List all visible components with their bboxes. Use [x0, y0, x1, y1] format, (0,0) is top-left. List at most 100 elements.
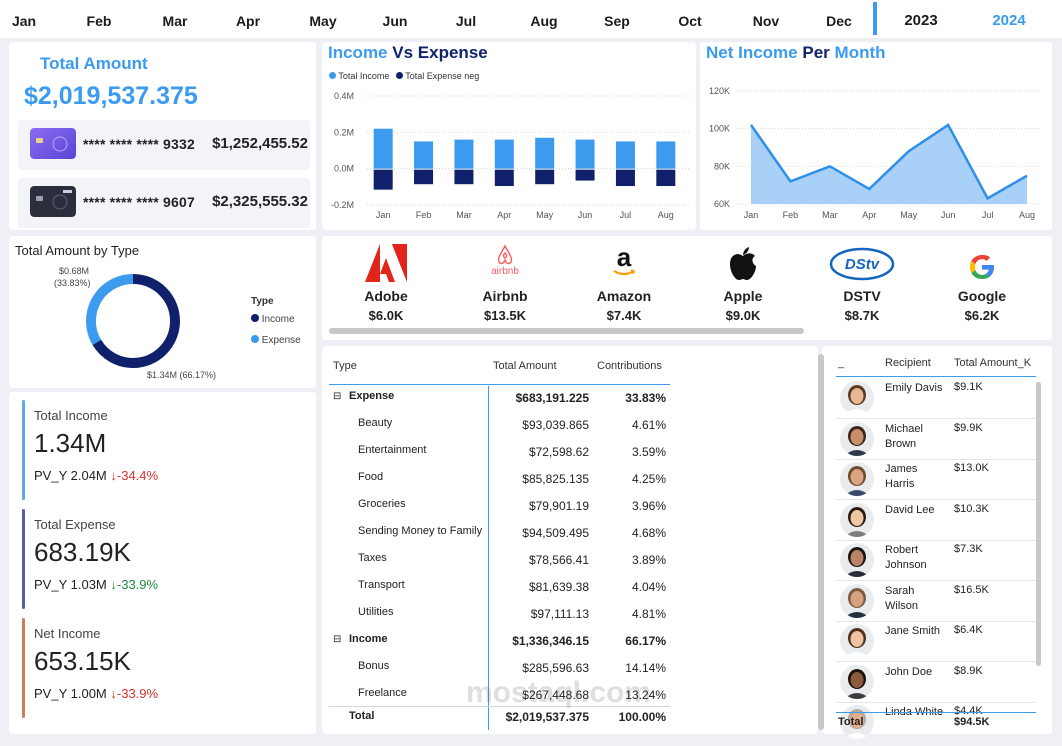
month-dec[interactable]: Dec	[826, 13, 852, 29]
dstv-wordmark: DStv	[845, 256, 881, 273]
recipient-row[interactable]: Sarah Wilson $16.5K	[836, 581, 1036, 621]
donut-label-expense-pct: (33.83%)	[54, 278, 91, 288]
x-tick-label: Aug	[658, 210, 674, 220]
recipient-row[interactable]: Linda White $4.4K	[836, 702, 1036, 742]
category-amount: $285,596.63	[522, 661, 589, 675]
merchants-scrollbar[interactable]	[329, 328, 804, 334]
category-contribution: 3.96%	[631, 499, 666, 513]
expense-bar[interactable]	[454, 169, 474, 185]
col-header-total-amount[interactable]: Total Amount	[493, 360, 557, 372]
column-divider	[488, 386, 489, 730]
income-bar[interactable]	[414, 141, 434, 169]
merchant-amount: $8.7K	[844, 308, 880, 323]
row-divider	[836, 458, 1036, 460]
col-header-recipient[interactable]: Recipient	[885, 357, 931, 369]
recipient-row[interactable]: David Lee $10.3K	[836, 500, 1036, 540]
month-feb[interactable]: Feb	[86, 13, 112, 29]
card-amount: $1,252,455.52	[212, 135, 308, 152]
expense-bar[interactable]	[656, 169, 676, 187]
merchant-airbnb[interactable]: airbnb Airbnb $13.5K	[450, 240, 560, 323]
income-bar[interactable]	[615, 141, 635, 169]
recipient-amount: $7.3K	[954, 543, 983, 555]
month-jan[interactable]: Jan	[11, 13, 37, 29]
expense-bar[interactable]	[373, 169, 393, 190]
recipients-scrollbar[interactable]	[818, 354, 824, 730]
credit-card-row[interactable]: **** **** **** 9332 $1,252,455.52	[18, 120, 310, 170]
recipient-row[interactable]: Robert Johnson $7.3K	[836, 540, 1036, 580]
recipients-inner-scrollbar[interactable]	[1036, 382, 1041, 666]
month-aug[interactable]: Aug	[530, 13, 558, 29]
merchant-apple[interactable]: Apple $9.0K	[688, 240, 798, 323]
avatar-icon	[840, 705, 874, 739]
category-amount: $683,191.225	[515, 391, 589, 405]
month-apr[interactable]: Apr	[235, 13, 261, 29]
legend-dot-income	[251, 314, 259, 322]
month-jul[interactable]: Jul	[455, 13, 477, 29]
legend-dot-income	[329, 72, 336, 79]
income-bar[interactable]	[575, 139, 595, 169]
kpi-change: -33.9%	[116, 577, 159, 592]
income-bar[interactable]	[535, 137, 555, 169]
merchant-adobe[interactable]: Adobe $6.0K	[331, 240, 441, 323]
credit-card-row[interactable]: **** **** **** 9607 $2,325,555.32	[18, 178, 310, 228]
legend-label: Total Expense neg	[405, 71, 480, 81]
month-nov[interactable]: Nov	[752, 13, 780, 29]
recipient-name: David Lee	[885, 503, 935, 516]
amazon-wordmark: a	[616, 242, 632, 272]
recipient-name: Sarah Wilson	[885, 584, 919, 612]
category-amount: $78,566.41	[528, 553, 589, 567]
amazon-smile-icon	[613, 269, 635, 275]
col-header-avatar[interactable]: _	[838, 357, 845, 369]
x-tick-label: Jan	[376, 210, 391, 220]
legend-label: Expense	[261, 335, 301, 346]
month-jun[interactable]: Jun	[382, 13, 408, 29]
income-expense-title: Income Vs Expense	[328, 43, 488, 63]
expense-bar[interactable]	[575, 169, 595, 181]
month-sep[interactable]: Sep	[604, 13, 630, 29]
category-label: Food	[358, 471, 384, 483]
net-income-line[interactable]	[749, 123, 1028, 201]
merchant-name: DSTV	[843, 288, 881, 304]
collapse-toggle-icon[interactable]: ⊟	[333, 634, 342, 645]
col-header-contributions[interactable]: Contributions	[597, 360, 662, 372]
kpi-py-value: PV_Y 1.00M	[34, 686, 107, 701]
expense-bar[interactable]	[615, 169, 635, 187]
row-divider	[836, 418, 1036, 419]
recipient-row[interactable]: James Harris $13.0K	[836, 459, 1036, 499]
merchant-dstv[interactable]: DStv DSTV $8.7K	[807, 240, 917, 323]
recipient-row[interactable]: John Doe $8.9K	[836, 662, 1036, 702]
income-bar[interactable]	[373, 128, 393, 169]
recipient-row[interactable]: Emily Davis $9.1K	[836, 378, 1036, 418]
income-bar[interactable]	[454, 139, 474, 169]
merchant-google[interactable]: Google $6.2K	[927, 240, 1037, 323]
year-2024[interactable]: 2024	[992, 12, 1026, 29]
kpi-accent-bar	[22, 400, 25, 500]
avatar-icon	[840, 381, 874, 415]
year-2023[interactable]: 2023	[904, 12, 938, 29]
col-header-type[interactable]: Type	[333, 360, 357, 372]
recipient-row[interactable]: Michael Brown $9.9K	[836, 419, 1036, 459]
y-tick-label: 0.0M	[334, 164, 354, 174]
x-tick-label: Feb	[783, 210, 799, 220]
merchant-amazon[interactable]: a Amazon $7.4K	[569, 240, 679, 323]
title-part: Month	[834, 43, 886, 62]
amount-by-type-card	[9, 236, 316, 388]
expense-bar[interactable]	[494, 169, 514, 187]
income-bar[interactable]	[656, 141, 676, 169]
merchant-name: Google	[957, 288, 1007, 304]
recipient-row[interactable]: Jane Smith $6.4K	[836, 621, 1036, 661]
category-contribution: 4.61%	[631, 418, 666, 432]
col-header-amount[interactable]: Total Amount_K	[954, 357, 1032, 369]
card-number: **** **** **** 9607	[83, 194, 195, 210]
expense-bar[interactable]	[414, 169, 434, 185]
avatar-icon	[840, 421, 874, 456]
month-oct[interactable]: Oct	[678, 13, 702, 29]
month-mar[interactable]: Mar	[162, 13, 188, 29]
month-may[interactable]: May	[309, 13, 337, 29]
recipient-name: James Harris	[885, 463, 918, 490]
expense-bar[interactable]	[535, 169, 555, 185]
kpi-previous-year: PV_Y 1.03M ↓-33.9%	[34, 577, 158, 592]
income-bar[interactable]	[494, 139, 514, 169]
collapse-toggle-icon[interactable]: ⊟	[333, 391, 342, 402]
income-slice[interactable]	[86, 274, 180, 368]
